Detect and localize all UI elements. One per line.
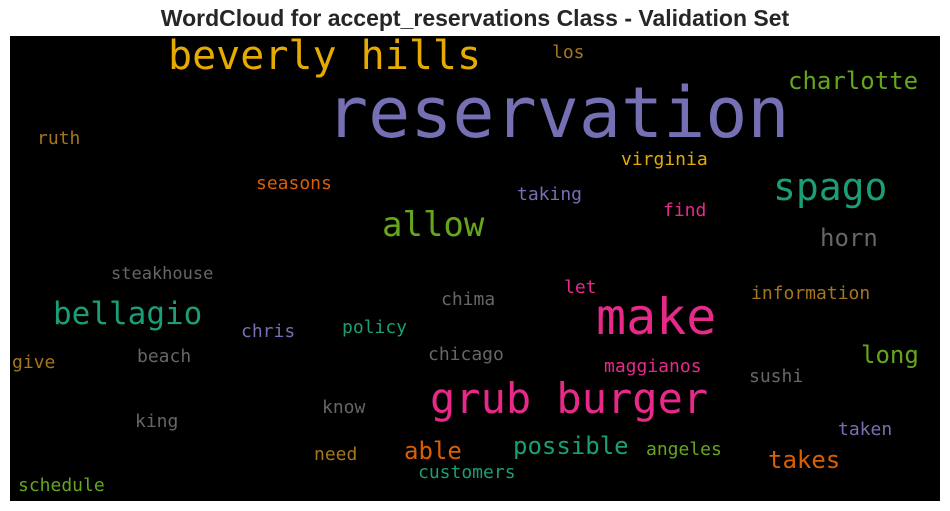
word-give: give [12,352,56,373]
word-know: know [322,397,366,418]
word-steakhouse: steakhouse [111,264,214,284]
word-reservation: reservation [326,72,790,154]
word-beach: beach [137,346,192,367]
chart-title: WordCloud for accept_reservations Class … [160,5,790,31]
word-horn: horn [820,224,878,252]
word-long: long [861,341,919,369]
word-make: make [596,288,717,346]
wordcloud-canvas: reservation make grub burger beverly hills s… [10,36,940,501]
word-chicago: chicago [428,344,504,365]
word-virginia: virginia [621,149,708,170]
word-seasons: seasons [256,173,332,194]
word-takes: takes [768,446,841,474]
word-allow: allow [382,205,485,245]
word-chima: chima [441,289,496,310]
word-let: let [564,277,597,298]
word-taken: taken [838,419,893,440]
word-maggianos: maggianos [604,356,702,377]
word-schedule: schedule [18,475,105,496]
word-able: able [404,437,462,465]
word-possible: possible [513,432,629,460]
word-find: find [663,200,707,221]
word-taking: taking [517,184,583,205]
word-bellagio: bellagio [53,296,203,332]
word-customers: customers [418,462,516,483]
word-spago: spago [773,165,888,209]
word-chris: chris [241,321,296,342]
word-grub-burger: grub burger [430,374,709,423]
word-angeles: angeles [646,439,722,460]
word-information: information [751,283,871,304]
word-los: los [552,42,585,63]
word-beverly-hills: beverly hills [168,36,482,79]
word-sushi: sushi [749,366,804,387]
word-charlotte: charlotte [788,67,919,95]
word-king: king [135,411,179,432]
word-policy: policy [342,317,408,338]
word-need: need [314,444,358,465]
word-ruth: ruth [37,128,81,149]
